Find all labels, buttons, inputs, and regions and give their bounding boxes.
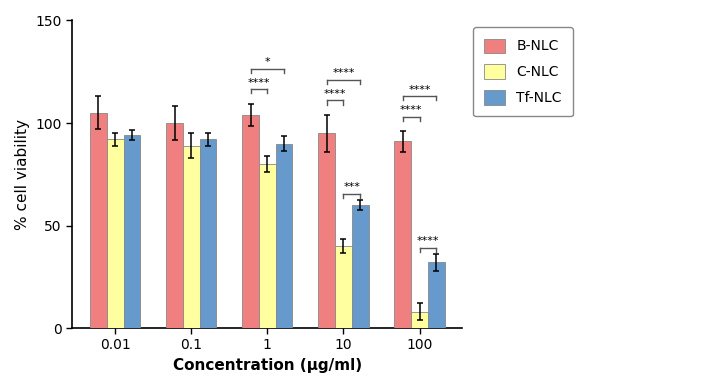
Bar — [319, 133, 335, 328]
Bar — [200, 139, 216, 328]
Text: ****: **** — [400, 105, 423, 115]
Bar — [276, 144, 293, 328]
Text: ****: **** — [417, 236, 439, 246]
X-axis label: Concentration (μg/ml): Concentration (μg/ml) — [173, 358, 362, 373]
Text: ****: **** — [248, 78, 270, 88]
Bar — [335, 246, 352, 328]
Bar — [90, 113, 107, 328]
Bar — [124, 135, 140, 328]
Text: ****: **** — [332, 68, 354, 78]
Bar — [166, 123, 183, 328]
Text: ****: **** — [408, 85, 431, 95]
Bar — [242, 115, 259, 328]
Bar — [411, 312, 428, 328]
Bar — [183, 146, 200, 328]
Bar — [395, 142, 411, 328]
Y-axis label: % cell viability: % cell viability — [15, 119, 30, 230]
Bar — [428, 262, 444, 328]
Text: *: * — [265, 57, 270, 67]
Bar — [259, 164, 276, 328]
Text: ***: *** — [344, 182, 360, 192]
Bar — [352, 205, 369, 328]
Text: ****: **** — [324, 89, 347, 99]
Bar — [107, 139, 124, 328]
Legend: B-NLC, C-NLC, Tf-NLC: B-NLC, C-NLC, Tf-NLC — [473, 28, 573, 116]
